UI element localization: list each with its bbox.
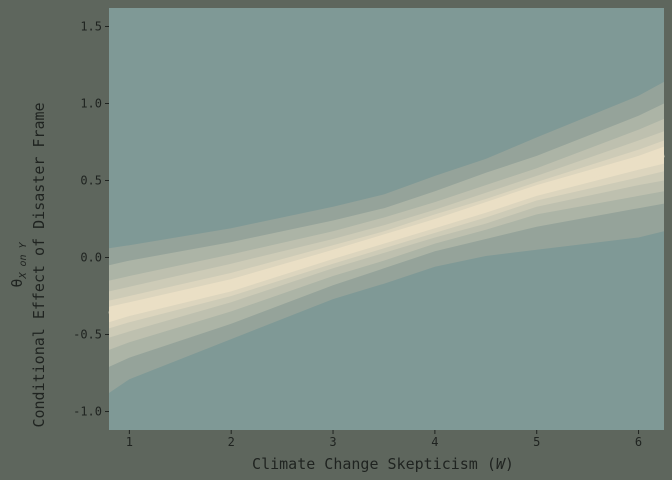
confidence-bands (108, 81, 665, 394)
y-tick-label: 0.5 (80, 173, 102, 187)
x-tick-label: 1 (126, 435, 133, 449)
x-tick-label: 2 (228, 435, 235, 449)
y-axis-title: Conditional Effect of Disaster Frame (30, 102, 48, 427)
estimate-line (108, 151, 665, 318)
y-tick-label: 0.0 (80, 251, 102, 265)
theta-symbol: θ (8, 279, 26, 288)
y-tick-label: 1.0 (80, 96, 102, 110)
theta-subscript: X on Y (18, 241, 29, 279)
x-axis-ticks: 1 2 3 4 5 6 (126, 430, 642, 449)
y-tick-label: -1.0 (73, 405, 102, 419)
x-tick-label: 5 (533, 435, 540, 449)
x-tick-label: 6 (635, 435, 642, 449)
y-axis-title-text: Conditional Effect of Disaster Frame (30, 102, 48, 427)
x-tick-label: 4 (431, 435, 438, 449)
y-tick-label: 1.5 (80, 19, 102, 33)
x-axis-title: Climate Change Skepticism (W) (252, 455, 514, 473)
y-tick-label: -0.5 (73, 328, 102, 342)
svg-text:θX on Y: θX on Y (8, 241, 29, 287)
y-axis-ticks: -1.0 -0.5 0.0 0.5 1.0 1.5 (73, 19, 109, 419)
y-axis-symbol: θX on Y (8, 241, 29, 287)
x-tick-label: 3 (329, 435, 336, 449)
